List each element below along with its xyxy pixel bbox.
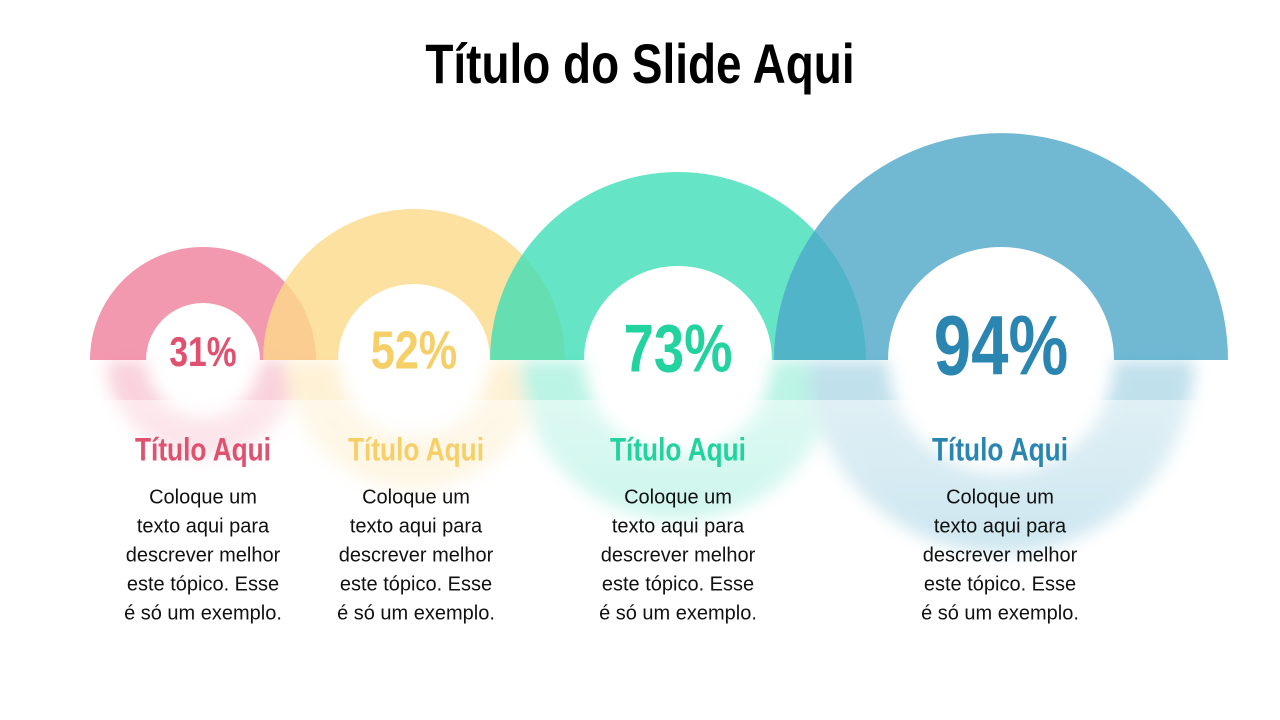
item-text: descrever melhor: [923, 544, 1078, 566]
item-text: texto aqui para: [350, 515, 483, 537]
item-text: Coloque um: [946, 486, 1054, 508]
percent-label: 52%: [371, 321, 457, 381]
item-text: Coloque um: [624, 486, 732, 508]
item-text: descrever melhor: [126, 544, 281, 566]
item-text: é só um exemplo.: [921, 602, 1079, 624]
item-text: texto aqui para: [612, 515, 745, 537]
half-ring: [263, 209, 565, 360]
item-text: é só um exemplo.: [124, 602, 282, 624]
half-ring: [490, 172, 866, 360]
item-text: é só um exemplo.: [599, 602, 757, 624]
item-text: é só um exemplo.: [337, 602, 495, 624]
slide-title: Título do Slide Aqui: [425, 32, 854, 94]
item-text: este tópico. Esse: [924, 573, 1076, 595]
half-ring: [774, 133, 1228, 360]
percent-label: 94%: [934, 299, 1068, 393]
percent-label: 31%: [169, 330, 236, 376]
item-title: Título Aqui: [610, 433, 746, 468]
item-text: este tópico. Esse: [602, 573, 754, 595]
reflection-fade: [0, 400, 1280, 660]
item-text: texto aqui para: [137, 515, 270, 537]
item-title: Título Aqui: [348, 433, 484, 468]
item-text: este tópico. Esse: [127, 573, 279, 595]
item-title: Título Aqui: [135, 433, 271, 468]
percent-label: 73%: [624, 311, 733, 387]
item-text: Coloque um: [149, 486, 257, 508]
item-text: Coloque um: [362, 486, 470, 508]
item-text: este tópico. Esse: [340, 573, 492, 595]
half-ring: [90, 247, 316, 360]
item-title: Título Aqui: [932, 433, 1068, 468]
item-text: descrever melhor: [339, 544, 494, 566]
item-text: descrever melhor: [601, 544, 756, 566]
item-text: texto aqui para: [934, 515, 1067, 537]
